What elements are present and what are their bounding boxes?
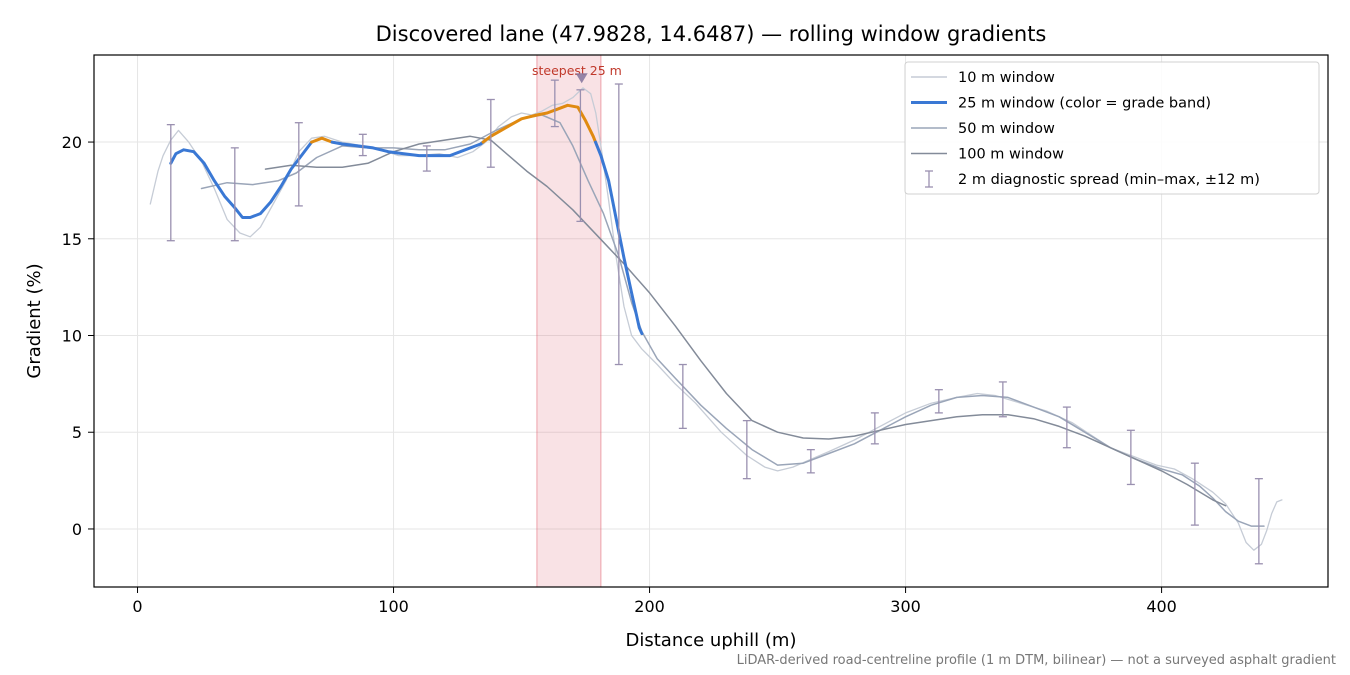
spread-bar — [550, 79, 559, 128]
legend-label: 10 m window — [958, 70, 1055, 86]
y-axis-label: Gradient (%) — [24, 263, 45, 378]
series-25m-segment — [594, 140, 644, 336]
diagnostic-spread-bars — [166, 79, 1263, 565]
chart-title: Discovered lane (47.9828, 14.6487) — rol… — [376, 22, 1047, 46]
plot-frame — [93, 54, 1329, 588]
spread-bar — [1254, 478, 1263, 565]
x-axis-ticks: 0 100 200 300 400 — [132, 587, 1177, 616]
y-tick-label: 5 — [72, 423, 82, 442]
steepest-highlight — [536, 54, 602, 588]
y-tick-label: 0 — [72, 520, 82, 539]
steepest-marker — [575, 73, 588, 84]
spread-bar — [1062, 406, 1071, 449]
legend-item-25m: 25 m window (color = grade band) — [911, 96, 1211, 112]
spread-bar — [294, 122, 303, 207]
series-25m-segment — [481, 103, 597, 144]
spread-bar — [422, 145, 431, 172]
series-25m-segment — [330, 140, 485, 158]
legend-item-10m: 10 m window — [911, 70, 1055, 86]
legend-label: 2 m diagnostic spread (min–max, ±12 m) — [958, 172, 1260, 188]
x-tick-label: 200 — [634, 597, 665, 616]
footnote: LiDAR-derived road-centreline profile (1… — [737, 653, 1336, 668]
spread-bar — [998, 381, 1007, 418]
x-tick-label: 0 — [132, 597, 142, 616]
x-axis-label: Distance uphill (m) — [626, 630, 797, 651]
spread-bar — [614, 83, 623, 366]
spread-bar — [486, 98, 495, 168]
legend-item-spread: 2 m diagnostic spread (min–max, ±12 m) — [925, 170, 1260, 188]
spread-bar — [166, 123, 175, 242]
spread-bar — [576, 89, 585, 223]
spread-bar — [230, 147, 239, 242]
y-tick-label: 10 — [62, 327, 82, 346]
spread-bar — [934, 389, 943, 414]
spread-bar — [678, 363, 687, 430]
series-25m-segment — [169, 140, 314, 219]
spread-bar — [1126, 429, 1135, 486]
legend-label: 25 m window (color = grade band) — [958, 96, 1211, 112]
legend: 10 m window 25 m window (color = grade ba… — [904, 61, 1320, 195]
series-25m-segment — [310, 136, 334, 144]
y-axis-ticks: 0 5 10 15 20 — [62, 133, 94, 539]
spread-bar — [358, 133, 367, 157]
x-tick-label: 400 — [1146, 597, 1177, 616]
steepest-band — [536, 54, 602, 588]
legend-item-50m: 50 m window — [911, 121, 1055, 137]
legend-label: 100 m window — [958, 147, 1064, 163]
spread-bar — [870, 412, 879, 445]
series-lines — [149, 87, 1283, 551]
legend-label: 50 m window — [958, 121, 1055, 137]
annotations: steepest 25 m — [532, 63, 622, 84]
series-100m-line — [264, 135, 1227, 507]
legend-item-100m: 100 m window — [911, 147, 1064, 163]
spread-bar — [1190, 462, 1199, 526]
spread-bar — [806, 448, 815, 474]
y-tick-label: 20 — [62, 133, 82, 152]
x-tick-label: 100 — [378, 597, 409, 616]
steepest-label: steepest 25 m — [532, 63, 622, 78]
x-tick-label: 300 — [890, 597, 921, 616]
spread-bar — [742, 419, 751, 480]
legend-box — [904, 61, 1320, 195]
y-tick-label: 15 — [62, 230, 82, 249]
